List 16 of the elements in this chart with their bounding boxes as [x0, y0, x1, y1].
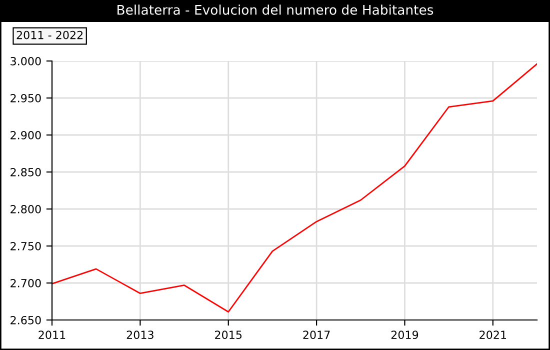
y-tick-label: 2.800 — [10, 204, 41, 214]
y-tick-label: 2.650 — [10, 316, 41, 324]
chart-title: Bellaterra - Evolucion del numero de Habitantes — [118, 4, 434, 15]
y-tick-label: 2.750 — [10, 242, 41, 250]
x-tick-label: 2017 — [303, 330, 330, 340]
x-tick-label: 2011 — [38, 330, 66, 340]
y-tick-label: 2.850 — [10, 168, 41, 176]
y-tick-label: 2.700 — [10, 278, 41, 288]
x-tick-label: 2013 — [126, 330, 154, 340]
text: 2011 - 2022 — [16, 30, 83, 40]
y-tick-label: 3.000 — [10, 56, 41, 66]
y-tick-label: 2.900 — [10, 130, 41, 140]
x-tick-label: 2019 — [391, 330, 418, 340]
y-tick-label: 2.950 — [10, 94, 41, 102]
x-tick-label: 2021 — [480, 330, 506, 340]
x-tick-label: 2015 — [215, 330, 242, 340]
